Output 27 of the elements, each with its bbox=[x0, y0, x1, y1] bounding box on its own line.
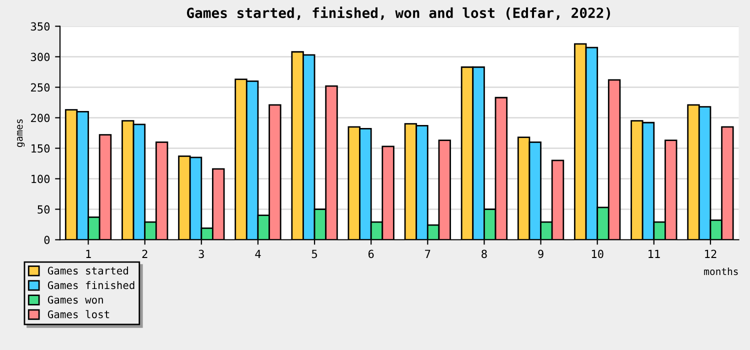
x-tick-label: 5 bbox=[312, 250, 317, 258]
x-tick-label: 6 bbox=[368, 250, 374, 258]
x-tick-label: 9 bbox=[538, 250, 544, 258]
y-tick-label: 0 bbox=[44, 236, 50, 244]
y-tick-label: 250 bbox=[31, 83, 50, 92]
y-tick-label: 150 bbox=[32, 144, 50, 153]
x-tick-label: 3 bbox=[198, 250, 204, 258]
chart-title: Games started, finished, won and lost (Edfar, 2022) bbox=[186, 6, 610, 20]
y-axis-title: games bbox=[17, 119, 25, 148]
y-tick-label: 100 bbox=[32, 174, 50, 184]
x-axis-title: months bbox=[704, 268, 738, 276]
x-tick-label: 10 bbox=[592, 250, 604, 258]
x-tick-label: 4 bbox=[255, 250, 261, 258]
x-tick-label: 2 bbox=[142, 250, 148, 258]
legend-label: Games finished bbox=[48, 281, 134, 290]
y-tick-label: 350 bbox=[30, 22, 50, 31]
x-tick-label: 11 bbox=[648, 250, 660, 258]
x-tick-label: 7 bbox=[425, 250, 430, 258]
legend-label: Games won bbox=[48, 296, 103, 304]
legend-label: Games lost bbox=[48, 310, 110, 318]
y-tick-label: 300 bbox=[30, 52, 50, 62]
x-tick-label: 12 bbox=[705, 250, 716, 258]
y-tick-label: 50 bbox=[38, 205, 50, 214]
x-tick-label: 8 bbox=[482, 250, 487, 258]
x-tick-label: 1 bbox=[86, 250, 91, 258]
legend-label: Games started bbox=[48, 266, 128, 275]
y-tick-label: 200 bbox=[31, 114, 50, 122]
